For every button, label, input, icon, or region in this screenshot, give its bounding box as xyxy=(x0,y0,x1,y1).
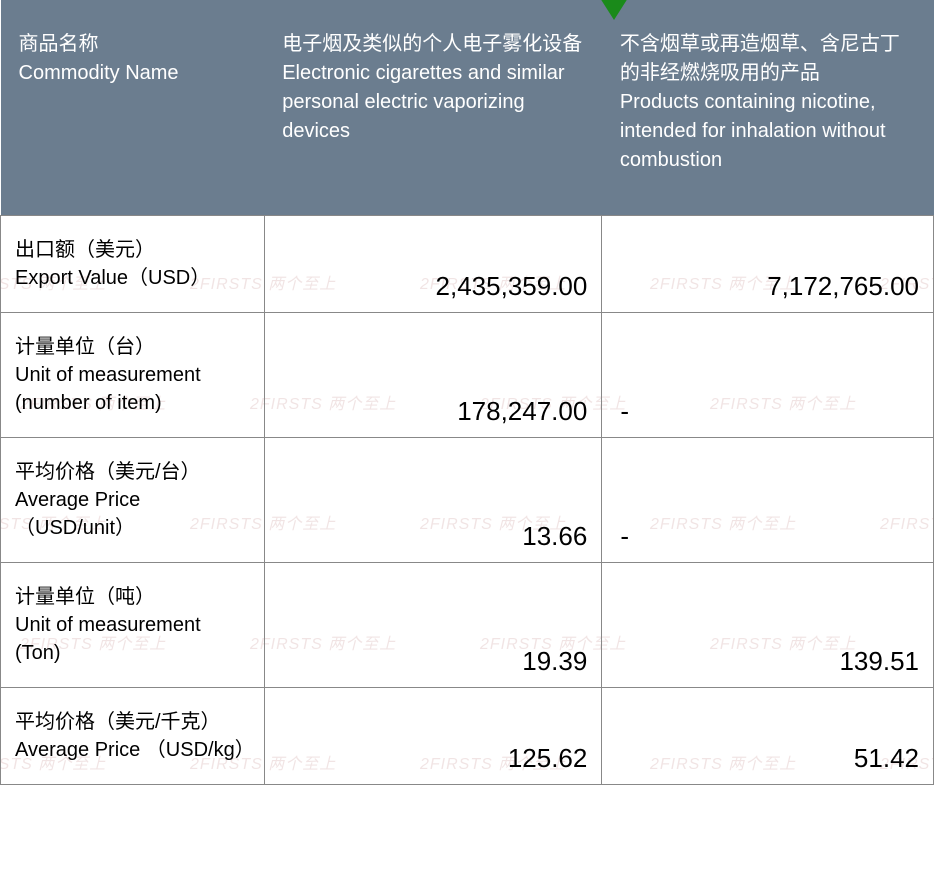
table-row: 出口额（美元） Export Value（USD）2,435,359.007,1… xyxy=(1,216,934,313)
table-row: 平均价格（美元/台）Average Price （USD/unit）13.66- xyxy=(1,438,934,563)
label-en: Average Price （USD/kg） xyxy=(15,736,250,764)
label-cn: 平均价格（美元/台） xyxy=(15,458,250,486)
header-ecig: 电子烟及类似的个人电子雾化设备 Electronic cigarettes an… xyxy=(264,0,602,216)
table-row: 平均价格（美元/千克）Average Price （USD/kg）125.625… xyxy=(1,688,934,785)
value-col2: - xyxy=(602,438,934,563)
label-cn: 出口额（美元） xyxy=(15,236,250,264)
value-col1: 2,435,359.00 xyxy=(264,216,602,313)
header-cn: 不含烟草或再造烟草、含尼古丁的非经燃烧吸用的产品 xyxy=(620,30,916,88)
label-cn: 计量单位（吨） xyxy=(15,583,250,611)
label-cn: 平均价格（美元/千克） xyxy=(15,708,250,736)
table-row: 计量单位（台）Unit of measurement (number of it… xyxy=(1,313,934,438)
value-col2: 7,172,765.00 xyxy=(602,216,934,313)
value-col1: 13.66 xyxy=(264,438,602,563)
header-cn: 电子烟及类似的个人电子雾化设备 xyxy=(282,30,584,59)
value-col2: 51.42 xyxy=(602,688,934,785)
row-label: 计量单位（吨）Unit of measurement (Ton) xyxy=(1,563,265,688)
label-en: Average Price （USD/unit） xyxy=(15,486,250,542)
header-en: Electronic cigarettes and similar person… xyxy=(282,59,584,146)
table-row: 计量单位（吨）Unit of measurement (Ton)19.39139… xyxy=(1,563,934,688)
commodity-table: 商品名称 Commodity Name 电子烟及类似的个人电子雾化设备 Elec… xyxy=(0,0,934,785)
row-label: 出口额（美元） Export Value（USD） xyxy=(1,216,265,313)
header-nicotine-products: 不含烟草或再造烟草、含尼古丁的非经燃烧吸用的产品 Products contai… xyxy=(602,0,934,216)
header-en: Products containing nicotine, intended f… xyxy=(620,88,916,175)
label-en: Unit of measurement (Ton) xyxy=(15,611,250,667)
row-label: 计量单位（台）Unit of measurement (number of it… xyxy=(1,313,265,438)
label-en: Unit of measurement (number of item) xyxy=(15,361,250,417)
value-col2: - xyxy=(602,313,934,438)
table-header-row: 商品名称 Commodity Name 电子烟及类似的个人电子雾化设备 Elec… xyxy=(1,0,934,216)
value-col2: 139.51 xyxy=(602,563,934,688)
value-col1: 19.39 xyxy=(264,563,602,688)
arrow-indicator xyxy=(600,0,628,20)
table-body: 出口额（美元） Export Value（USD）2,435,359.007,1… xyxy=(1,216,934,785)
row-label: 平均价格（美元/千克）Average Price （USD/kg） xyxy=(1,688,265,785)
label-cn: 计量单位（台） xyxy=(15,333,250,361)
header-commodity-name: 商品名称 Commodity Name xyxy=(1,0,265,216)
header-en: Commodity Name xyxy=(19,59,247,88)
value-col1: 178,247.00 xyxy=(264,313,602,438)
header-cn: 商品名称 xyxy=(19,30,247,59)
row-label: 平均价格（美元/台）Average Price （USD/unit） xyxy=(1,438,265,563)
value-col1: 125.62 xyxy=(264,688,602,785)
label-en: Export Value（USD） xyxy=(15,264,250,292)
